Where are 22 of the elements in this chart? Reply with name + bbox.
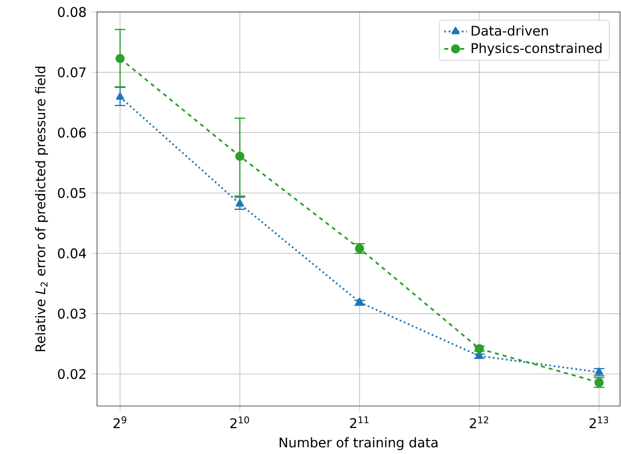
- point: [235, 151, 244, 161]
- point: [355, 297, 364, 305]
- x-tick-label: 2$^{10}$: [230, 416, 250, 428]
- point: [116, 92, 124, 100]
- x-tick-label: 2$^{11}$: [350, 416, 369, 428]
- x-axis-title: Number of training data: [280, 436, 438, 450]
- x-tick-label: 2$^{9}$: [114, 416, 126, 428]
- y-tick-label: 0.02: [58, 368, 86, 379]
- y-tick-label: 0.07: [58, 67, 86, 78]
- y-tick-label: 0.05: [58, 188, 86, 198]
- point: [116, 54, 125, 63]
- point: [236, 199, 244, 206]
- point: [474, 344, 484, 354]
- legend-label: Physics-constrained: [472, 42, 602, 56]
- legend-label: Data-driven: [472, 25, 548, 36]
- y-tick-label: 0.04: [58, 248, 86, 258]
- y-tick-label: 0.08: [58, 6, 86, 17]
- y-axis-title: Relative L$_{2}$ error of predicted pressure field: [35, 66, 48, 351]
- x-tick-label: 2$^{12}$: [470, 416, 488, 428]
- y-tick-label: 0.06: [58, 127, 86, 138]
- x-tick-label: 2$^{13}$: [590, 416, 608, 428]
- y-tick-label: 0.03: [58, 308, 86, 318]
